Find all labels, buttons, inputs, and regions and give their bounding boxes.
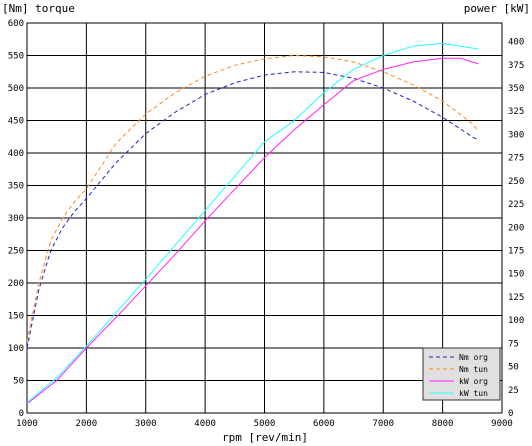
right-axis-label: power [kW] [464, 2, 530, 15]
series-kw-org [26, 57, 479, 405]
y-right-tick-label: 200 [508, 223, 524, 233]
y-left-tick-label: 350 [8, 182, 24, 192]
legend-items: Nm org Nm tun kW org kW tun [429, 353, 488, 398]
x-tick-label: 7000 [372, 419, 394, 429]
y-right-tick-label: 75 [508, 339, 519, 349]
legend-box [422, 347, 501, 401]
left-axis-label: [Nm] torque [2, 2, 75, 15]
series-kw-tun [26, 42, 479, 404]
y-right-tick-label: 125 [508, 293, 524, 303]
y-right-tick-label: 325 [508, 107, 524, 117]
y-right-tick-label: 150 [508, 270, 524, 280]
legend-label: Nm org [459, 353, 488, 362]
y-left-tick-label: 150 [8, 312, 24, 322]
series-nm-org [26, 71, 479, 349]
legend: Nm org Nm tun kW org kW tun [422, 347, 501, 401]
y-right-tick-label: 100 [508, 316, 524, 326]
y-right-tick-label: 375 [508, 61, 524, 71]
y-left-tick-label: 500 [8, 84, 24, 94]
x-axis-label: rpm [rev/min] [222, 431, 308, 444]
legend-label: Nm tun [459, 365, 488, 374]
y-right-tick-label: 275 [508, 154, 524, 164]
y-right-tick-label: 225 [508, 200, 524, 210]
x-tick-label: 1000 [16, 419, 38, 429]
x-tick-label: 2000 [76, 419, 98, 429]
series-lines [26, 42, 479, 405]
y-left-tick-label: 600 [8, 19, 24, 29]
x-tick-label: 6000 [313, 419, 335, 429]
y-right-tick-label: 175 [508, 247, 524, 257]
x-tick-label: 8000 [432, 419, 454, 429]
y-left-tick-label: 0 [19, 409, 24, 419]
y-right-tick-label: 300 [508, 130, 524, 140]
y-left-tick-label: 300 [8, 214, 24, 224]
y-right-tick-label: 350 [508, 84, 524, 94]
x-tick-label: 9000 [491, 419, 513, 429]
y-right-tick-label: 0 [508, 409, 513, 419]
x-tick-label: 5000 [254, 419, 276, 429]
y-left-tick-label: 200 [8, 279, 24, 289]
y-left-tick-label: 450 [8, 117, 24, 127]
legend-label: kW org [459, 377, 488, 386]
y-left-tick-label: 550 [8, 52, 24, 62]
y-right-tick-label: 250 [508, 177, 524, 187]
y-left-tick-label: 100 [8, 344, 24, 354]
y-left-tick-label: 250 [8, 247, 24, 257]
y-left-tick-label: 400 [8, 149, 24, 159]
legend-label: kW tun [459, 389, 488, 398]
x-tick-label: 4000 [194, 419, 216, 429]
y-right-tick-label: 25 [508, 386, 519, 396]
y-left-tick-label: 50 [13, 377, 24, 387]
tick-labels: 1000 2000 3000 4000 5000 6000 7000 8000 90000501… [8, 19, 525, 429]
x-tick-label: 3000 [135, 419, 157, 429]
y-right-tick-label: 50 [508, 363, 519, 373]
y-right-tick-label: 400 [508, 38, 524, 48]
